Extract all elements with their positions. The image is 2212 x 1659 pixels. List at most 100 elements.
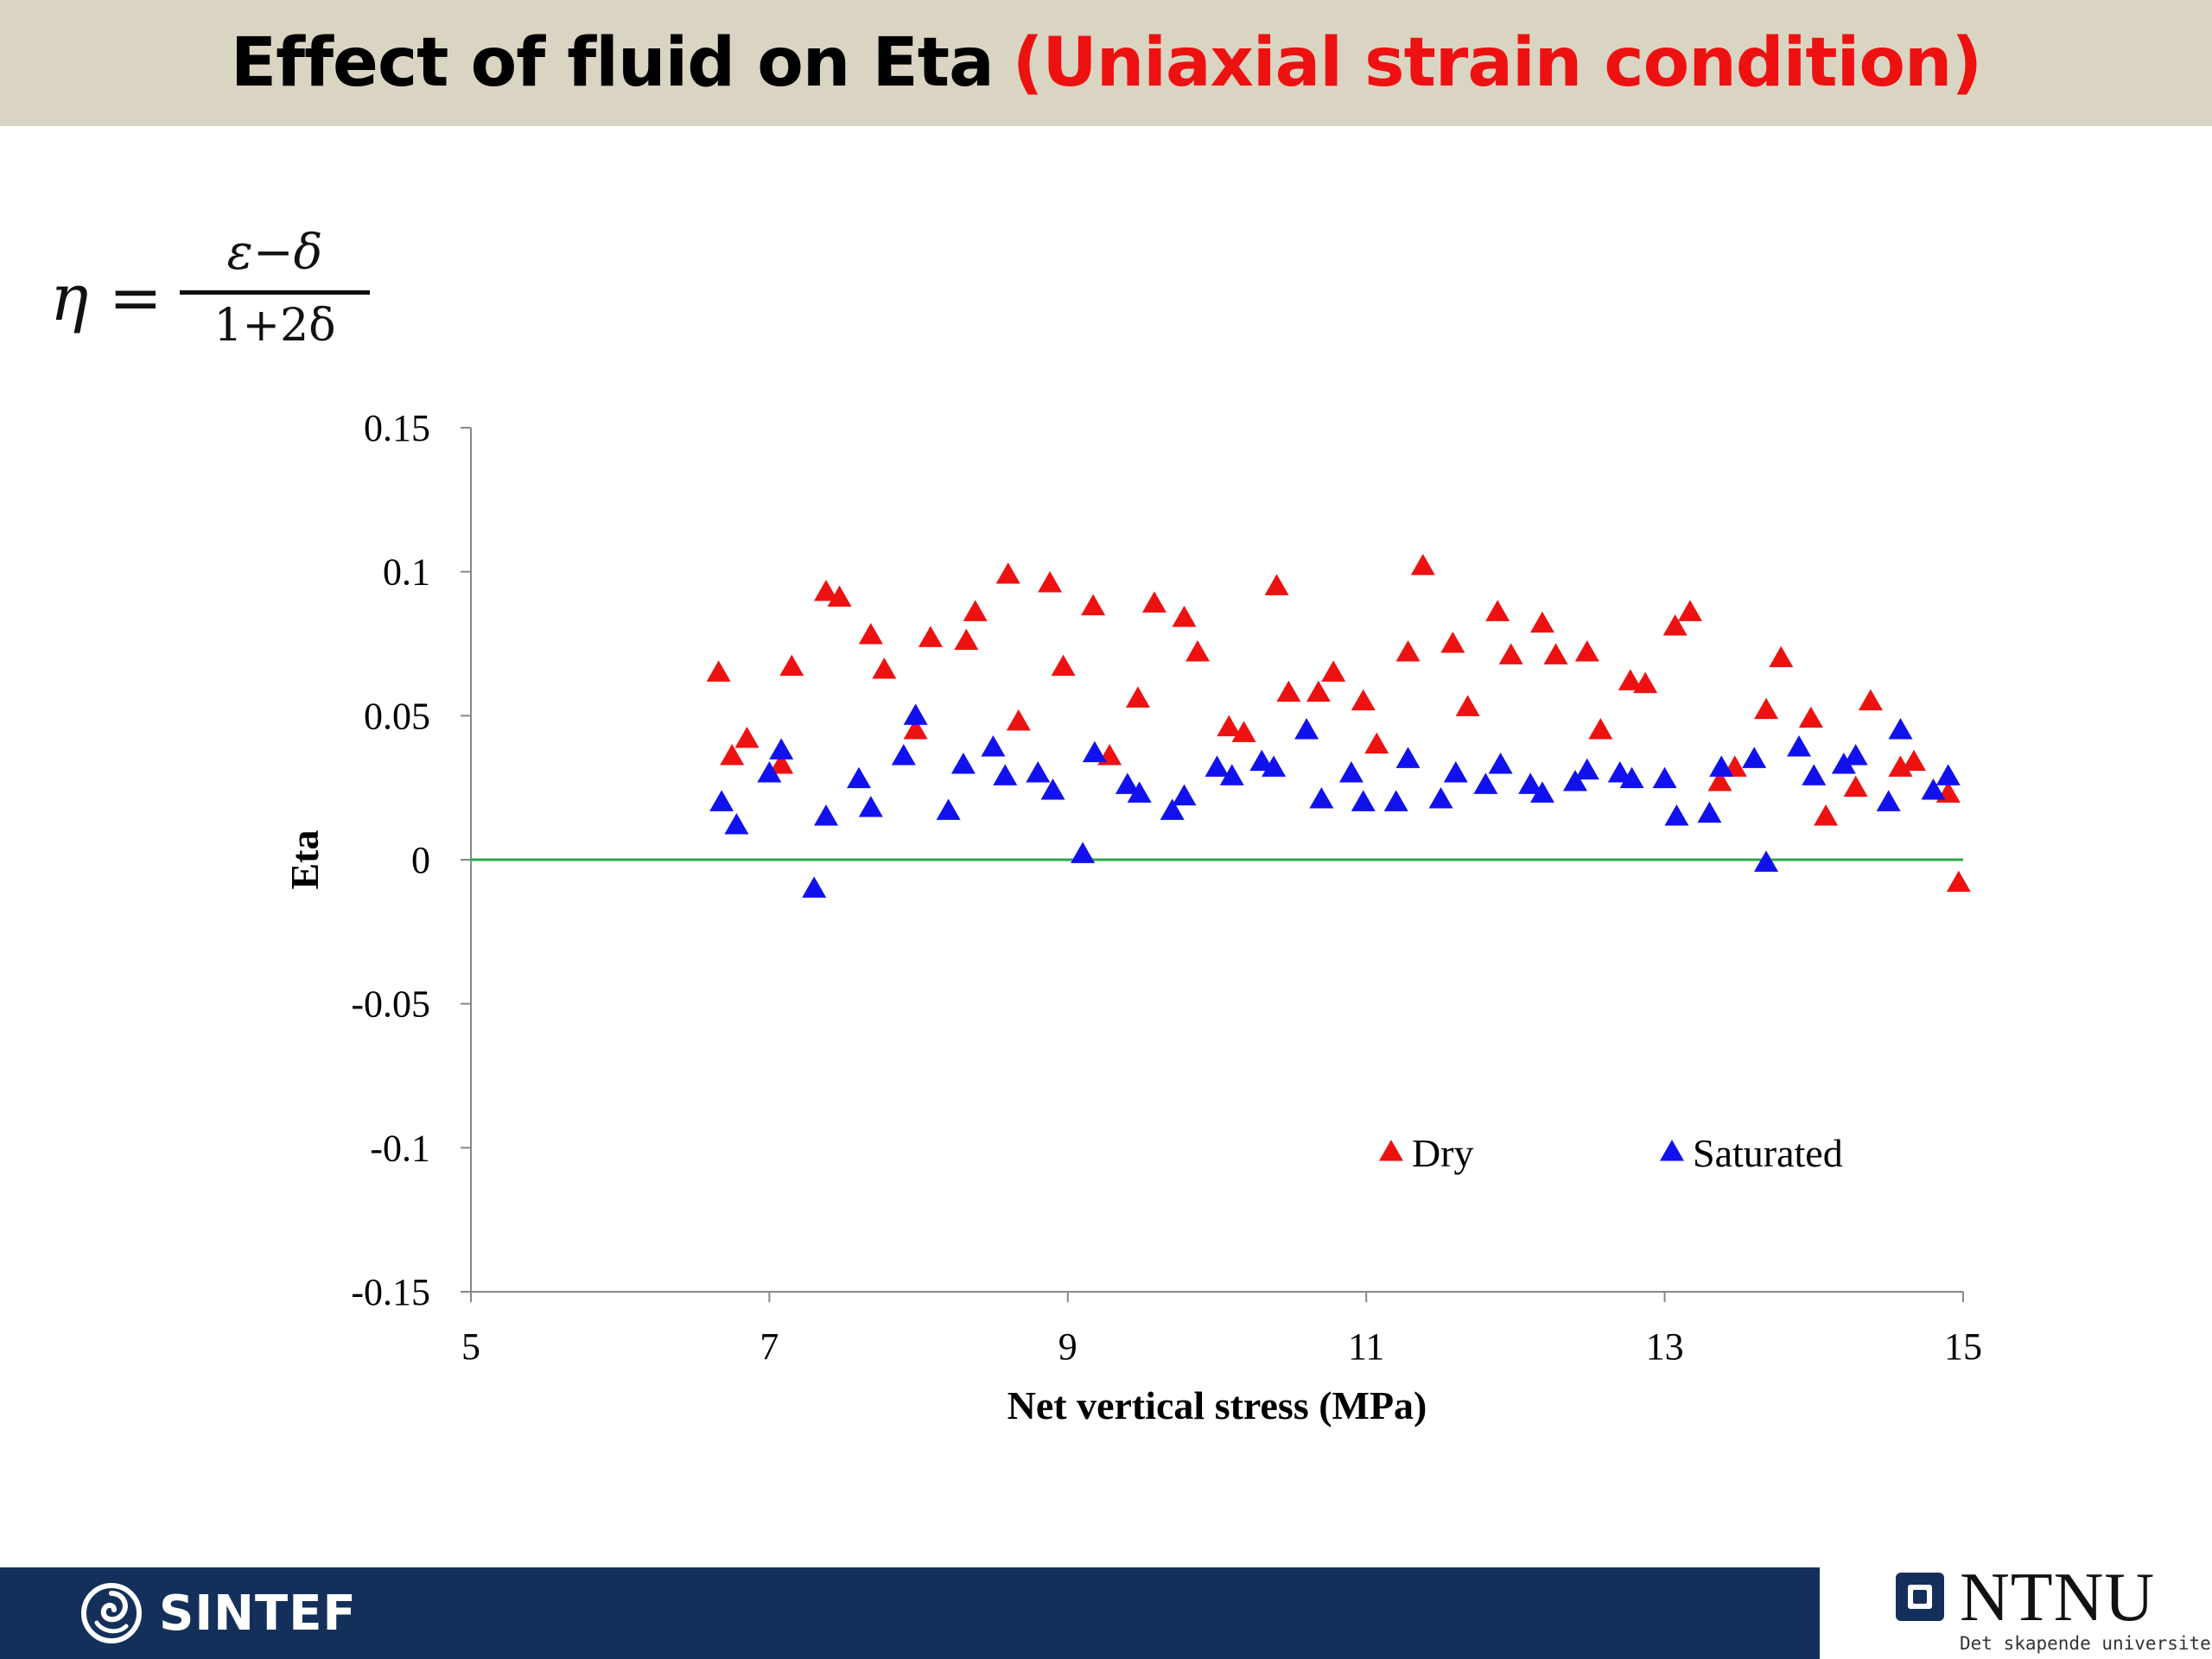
dry-point [995,563,1020,584]
dry-point [903,718,928,740]
saturated-point [1888,718,1913,740]
dry-point [1662,614,1688,636]
saturated-point [802,876,827,898]
y-tick-label: -0.1 [370,1127,430,1169]
dry-point [1485,600,1510,621]
dry-point [1231,721,1256,742]
dry-point [1858,689,1883,711]
dry-point [1410,554,1435,575]
saturated-point [1574,758,1599,780]
legend-dry-label: Dry [1412,1131,1474,1175]
saturated-point [858,796,883,817]
dry-point [1498,643,1523,664]
dry-point [1455,695,1480,716]
saturated-point [1172,784,1197,806]
dry-point [720,744,745,766]
slide-title-band: Effect of fluid on Eta (Uniaxial strain c… [0,0,2212,126]
x-tick-label: 15 [1944,1325,1982,1368]
saturated-point [903,703,928,725]
saturated-point [724,813,749,835]
saturated-point [1383,790,1408,811]
scatter-chart: 0.15 0.1 0.05 0 -0.05 -0.1 -0.15 5 7 9 11 13 15 Net v… [283,407,1982,1427]
y-tick-label: 0.15 [364,407,430,449]
dry-point [1588,718,1613,740]
saturated-point [1262,755,1287,777]
dry-point [1798,706,1823,728]
dry-point [1006,709,1031,731]
saturated-point [1127,781,1152,803]
dry-point [1081,594,1106,616]
dry-point [1364,732,1389,754]
saturated-point [1619,766,1644,789]
saturated-point [1921,779,1946,800]
dry-point [1395,640,1421,662]
y-tick-label: 0 [411,839,430,881]
dry-point [827,585,852,607]
y-tick-label: 0.1 [383,551,430,594]
saturated-point [1652,766,1677,789]
saturated-point [1309,787,1334,809]
saturated-point [1754,850,1779,872]
dry-point [1172,606,1197,627]
saturated-point [1831,753,1856,774]
dry-point [1141,591,1166,613]
saturated-point [1351,790,1376,811]
x-axis-label: Net vertical stress (MPa) [1007,1383,1427,1427]
x-tick-label: 7 [760,1325,779,1368]
saturated-point [1697,801,1722,823]
saturated-point [1742,747,1767,768]
saturated-point [1473,772,1498,794]
saturated-point [1518,772,1543,794]
saturated-point [1115,772,1140,794]
dry-point [1321,660,1346,682]
saturated-point [1876,790,1901,811]
saturated-point [1529,781,1554,803]
saturated-point [1936,764,1961,785]
slide-title-accent: (Uniaxial strain condition) [1012,24,1982,102]
dry-point [1440,632,1465,653]
saturated-point [1082,741,1107,763]
ntnu-label: NTNU [1960,1560,2156,1636]
y-tick-label: -0.15 [351,1271,430,1313]
saturated-point [1040,779,1065,800]
saturated-point [1843,744,1868,766]
dry-point [1038,571,1063,593]
saturated-point [769,738,794,760]
x-tick-label: 13 [1646,1325,1684,1368]
saturated-point [1443,761,1468,783]
saturated-point [1802,764,1827,785]
dry-point [1814,804,1839,826]
saturated-point [1338,761,1363,783]
y-tick-label: 0.05 [364,695,430,737]
dry-point [1306,680,1331,702]
saturated-point [1709,755,1734,777]
dry-point [769,753,794,774]
dry-point [1888,755,1913,777]
formula-denominator: 1+2δ [213,300,336,352]
sintef-logo: SINTEF [79,1581,357,1645]
formula-fraction: ε−δ 1+2δ [180,225,370,352]
saturated-point [993,764,1018,785]
dry-point [858,623,883,645]
saturated-point [981,735,1006,757]
dry-point [1707,770,1732,791]
dry-point [1125,686,1150,708]
dry-point [779,654,804,677]
dry-point [954,628,979,651]
saturated-point [950,753,976,774]
saturated-point [1488,753,1513,774]
ntnu-logo: NTNU Det skapende universitet [1892,1560,2212,1659]
formula-fraction-bar [180,290,370,295]
saturated-point [709,790,734,811]
dry-point [1633,671,1658,694]
dry-point [1677,600,1702,621]
dry-point [1946,870,1971,893]
x-tick-label: 11 [1348,1325,1384,1368]
formula-lhs: η = [50,261,162,335]
legend-dry-marker [1379,1140,1403,1161]
saturated-point [1664,804,1689,826]
saturated-point [1219,764,1244,785]
sintef-label: SINTEF [159,1585,357,1642]
saturated-point [936,798,961,820]
dry-point [1618,669,1643,690]
